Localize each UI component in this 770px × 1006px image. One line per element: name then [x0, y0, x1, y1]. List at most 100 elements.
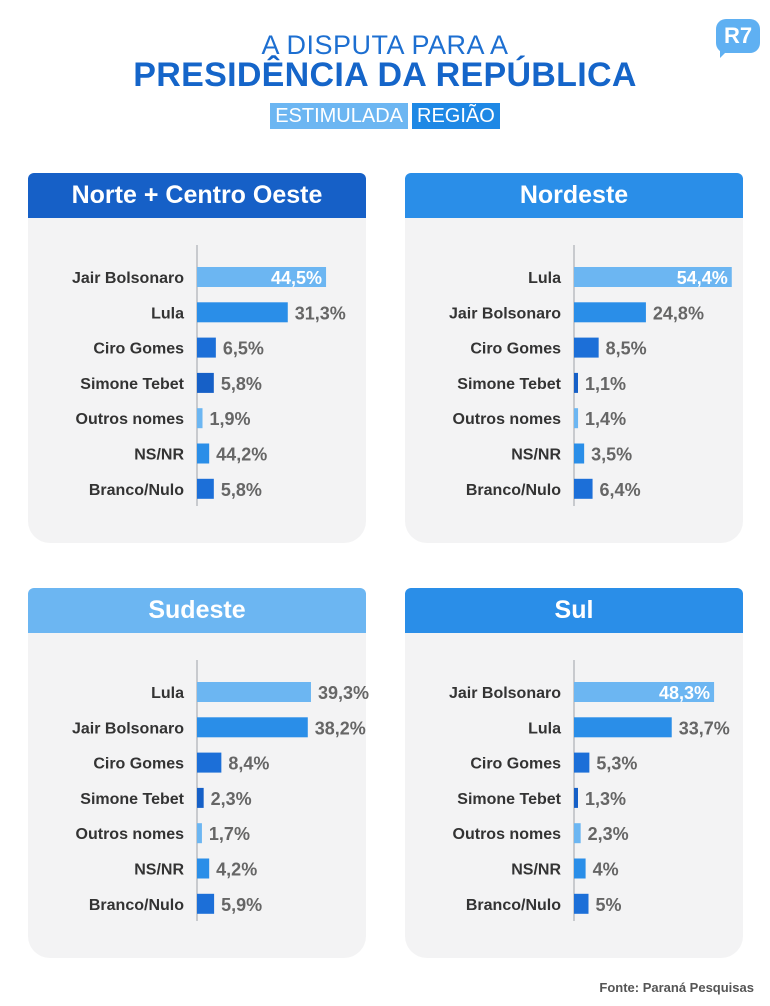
bar [574, 478, 593, 499]
category-label: Simone Tebet [457, 791, 561, 808]
bar [574, 267, 732, 287]
value-label: 6,5% [223, 339, 264, 359]
bar [574, 717, 672, 738]
category-label: NS/NR [511, 447, 561, 464]
bar [574, 893, 589, 914]
category-label: Outros nomes [76, 826, 185, 843]
value-label: 48,3% [659, 683, 710, 703]
category-label: Ciro Gomes [93, 756, 184, 773]
category-label: Ciro Gomes [470, 756, 561, 773]
category-label: Jair Bolsonaro [72, 270, 184, 287]
value-label: 5,8% [221, 374, 262, 394]
category-label: Branco/Nulo [466, 482, 561, 499]
value-label: 1,4% [585, 409, 626, 429]
category-label: Outros nomes [453, 411, 562, 428]
category-label: Jair Bolsonaro [449, 305, 561, 322]
bar [197, 478, 214, 499]
bar [197, 302, 288, 323]
value-label: 1,7% [209, 824, 250, 844]
logo-tail-shape [720, 48, 730, 58]
category-label: Ciro Gomes [93, 341, 184, 358]
bar [197, 823, 202, 844]
bar-chart: Jair Bolsonaro 44,5% Lula 31,3% Ciro Gomes 6,… [72, 245, 346, 506]
category-label: Lula [528, 720, 561, 737]
bar [574, 337, 599, 358]
category-label: Lula [528, 270, 561, 287]
category-label: Ciro Gomes [470, 341, 561, 358]
value-label: 5,9% [221, 895, 262, 915]
bar [197, 787, 204, 808]
category-label: Branco/Nulo [89, 482, 184, 499]
value-label: 1,9% [210, 409, 251, 429]
panel-nordeste: Nordeste Lula 54,4% Jair Bolsonaro 24,8% Cir… [405, 173, 743, 543]
category-label: NS/NR [511, 862, 561, 879]
category-label: Branco/Nulo [89, 897, 184, 914]
value-label: 44,5% [271, 268, 322, 288]
category-label: Outros nomes [76, 411, 185, 428]
tag-row: ESTIMULADA REGIÃO [0, 103, 770, 129]
bar [197, 752, 222, 773]
category-label: NS/NR [134, 862, 184, 879]
tag-regiao: REGIÃO [412, 103, 500, 129]
value-label: 5,3% [596, 754, 637, 774]
bar-chart: Jair Bolsonaro 48,3% Lula 33,7% Ciro Gomes 5,… [449, 660, 730, 921]
value-label: 1,3% [585, 789, 626, 809]
value-label: 5% [596, 895, 622, 915]
value-label: 6,4% [600, 480, 641, 500]
value-label: 38,2% [315, 718, 366, 738]
bar [574, 302, 646, 323]
bar [574, 787, 578, 808]
panel-title: Norte + Centro Oeste [28, 173, 366, 218]
value-label: 2,3% [588, 824, 629, 844]
page-title: PRESIDÊNCIA DA REPÚBLICA [133, 56, 637, 94]
r7-logo: R7 [716, 19, 760, 53]
bar [197, 443, 210, 464]
value-label: 5,8% [221, 480, 262, 500]
bar [574, 858, 586, 879]
bar [197, 717, 308, 738]
value-label: 4% [593, 860, 619, 880]
value-label: 4,2% [216, 860, 257, 880]
value-label: 39,3% [318, 683, 369, 703]
panel-sul: Sul Jair Bolsonaro 48,3% Lula 33,7% Ciro Gom… [405, 588, 743, 958]
category-label: Simone Tebet [457, 376, 561, 393]
value-label: 54,4% [677, 268, 728, 288]
bar [574, 823, 581, 844]
source-note: Fonte: Paraná Pesquisas [599, 980, 754, 995]
category-label: Outros nomes [453, 826, 562, 843]
bar-chart: Lula 54,4% Jair Bolsonaro 24,8% Ciro Gomes 8,… [449, 245, 732, 506]
bar [197, 858, 210, 879]
panel-title: Sul [405, 588, 743, 633]
bar [197, 893, 215, 914]
bar [197, 408, 203, 429]
value-label: 31,3% [295, 303, 346, 323]
value-label: 8,5% [606, 339, 647, 359]
category-label: Simone Tebet [80, 376, 184, 393]
panel-sudeste: Sudeste Lula 39,3% Jair Bolsonaro 38,2% Ciro… [28, 588, 369, 958]
panel-title: Nordeste [405, 173, 743, 218]
value-label: 2,3% [211, 789, 252, 809]
category-label: Jair Bolsonaro [449, 685, 561, 702]
category-label: Lula [151, 305, 184, 322]
bar [197, 337, 216, 358]
category-label: Lula [151, 685, 184, 702]
bar-chart: Lula 39,3% Jair Bolsonaro 38,2% Ciro Gomes 8,… [72, 660, 369, 921]
tag-estimulada: ESTIMULADA [270, 103, 408, 129]
panel-title: Sudeste [28, 588, 366, 633]
category-label: Simone Tebet [80, 791, 184, 808]
bar [574, 443, 585, 464]
value-label: 33,7% [679, 718, 730, 738]
bar [574, 752, 590, 773]
category-label: Branco/Nulo [466, 897, 561, 914]
bar [197, 267, 327, 287]
category-label: Jair Bolsonaro [72, 720, 184, 737]
bar [197, 372, 214, 393]
bar [197, 682, 311, 702]
value-label: 1,1% [585, 374, 626, 394]
value-label: 44,2% [216, 445, 267, 465]
value-label: 8,4% [228, 754, 269, 774]
category-label: NS/NR [134, 447, 184, 464]
value-label: 3,5% [591, 445, 632, 465]
value-label: 24,8% [653, 303, 704, 323]
bar [574, 408, 579, 429]
